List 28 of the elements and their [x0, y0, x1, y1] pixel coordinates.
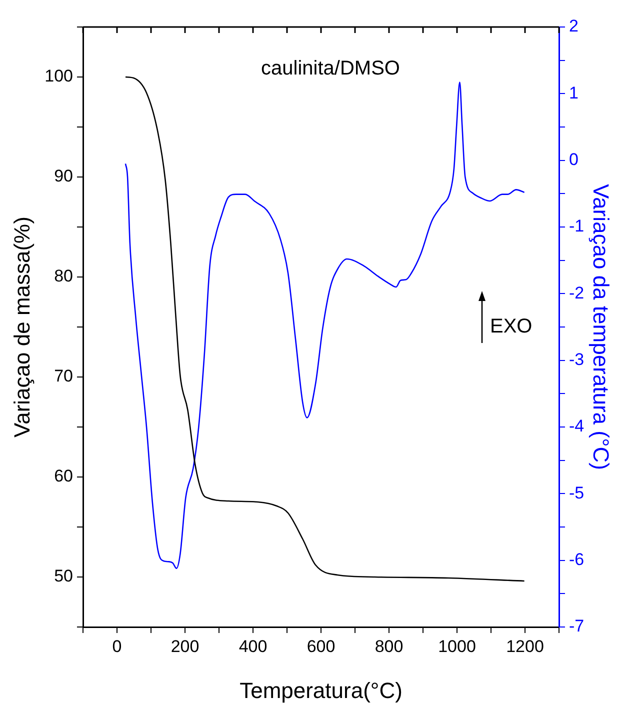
y2-tick-label: -3 [569, 350, 584, 370]
y2-tick-label: -2 [569, 283, 584, 302]
y-tick-label: 80 [54, 266, 73, 286]
y-tick-label: 90 [54, 166, 73, 186]
y2-tick-label: -1 [569, 216, 584, 236]
annotation: EXO [490, 316, 532, 338]
y-tick-label: 100 [44, 66, 73, 86]
y2-axis-title: Variaçao da temperatura (°C) [588, 184, 614, 470]
y-tick-label: 60 [54, 466, 73, 486]
y2-tick-label: 1 [569, 83, 578, 102]
x-tick-label: 400 [238, 636, 268, 656]
y-axis-title: Variaçao de massa(%) [9, 216, 34, 438]
y-tick-label: 70 [54, 366, 73, 386]
y2-tick-label: -7 [569, 616, 584, 636]
y2-tick-label: -5 [569, 483, 584, 502]
x-tick-label: 0 [112, 636, 122, 656]
y2-tick-label: 2 [569, 16, 578, 36]
x-tick-label: 800 [374, 636, 404, 656]
y2-tick-label: -6 [569, 550, 584, 570]
x-tick-label: 600 [306, 636, 336, 656]
x-axis-title: Temperatura(°C) [240, 678, 402, 703]
y-tick-label: 50 [54, 566, 73, 586]
text: caulinita/DMSO [261, 58, 400, 80]
x-tick-label: 200 [170, 636, 200, 656]
x-tick-label: 1200 [506, 636, 544, 656]
y2-tick-label: 0 [569, 150, 578, 170]
y2-tick-label: -4 [569, 416, 584, 436]
x-tick-label: 1000 [438, 636, 476, 656]
